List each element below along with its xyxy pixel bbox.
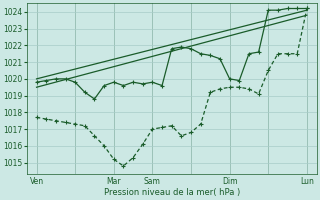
X-axis label: Pression niveau de la mer( hPa ): Pression niveau de la mer( hPa ) <box>104 188 240 197</box>
